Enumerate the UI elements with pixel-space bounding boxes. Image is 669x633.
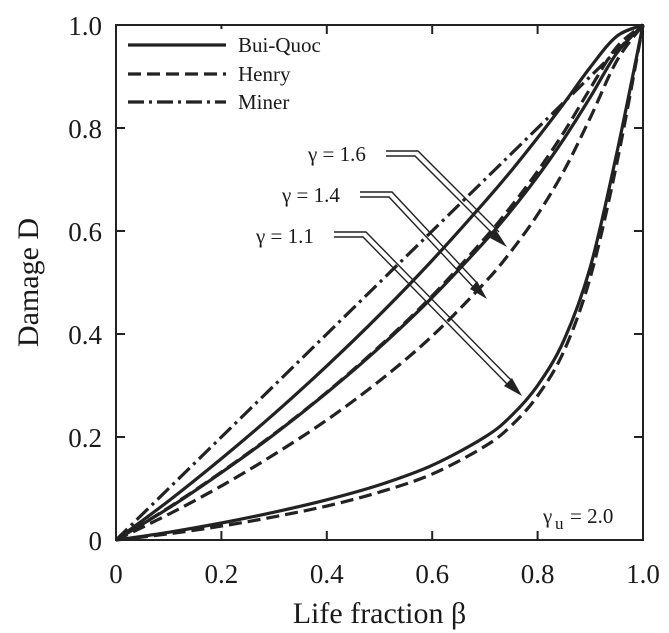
y-tick-label: 0.2 bbox=[68, 423, 102, 453]
gamma-label-1-1: γ = 1.1 bbox=[255, 224, 314, 248]
callout-arrow-1-6 bbox=[386, 150, 507, 247]
plot-frame bbox=[115, 24, 644, 541]
legend-label-1: Bui-Quoc bbox=[238, 33, 321, 57]
y-tick-label: 0 bbox=[89, 526, 103, 556]
legend: Bui-Quoc Henry Miner bbox=[122, 29, 321, 119]
y-tick-label: 0.8 bbox=[68, 114, 102, 144]
gamma-label-1-4: γ = 1.4 bbox=[281, 183, 340, 207]
x-tick-label: 0.4 bbox=[310, 559, 344, 589]
gamma-u-subscript: u bbox=[555, 514, 564, 533]
callout-arrow-1-4 bbox=[360, 191, 487, 299]
x-axis-title: Life fraction β bbox=[293, 597, 467, 630]
legend-label-2: Henry bbox=[238, 62, 291, 86]
series-line-henry-gamma-1-4 bbox=[115, 24, 645, 542]
x-tick-label: 1.0 bbox=[626, 559, 660, 589]
series-line-miner bbox=[114, 23, 645, 542]
callout-arrow-1-1 bbox=[334, 231, 522, 396]
series-line-bui-quoc-gamma-1-1 bbox=[115, 24, 645, 542]
y-axis-title: Damage D bbox=[12, 218, 45, 347]
plot-area: 0 0.2 0.4 0.6 0.8 1.0 0 0.2 0.4 0.6 0.8 1.0 Life fra… bbox=[12, 11, 660, 630]
y-tick-label: 0.6 bbox=[68, 217, 102, 247]
gamma-label-1-6: γ = 1.6 bbox=[307, 142, 366, 166]
series-line-bui-quoc-gamma-1-6 bbox=[115, 23, 644, 542]
gamma-u-symbol: γ bbox=[542, 504, 552, 528]
x-tick-label: 0.8 bbox=[521, 559, 555, 589]
gamma-u-value: = 2.0 bbox=[570, 504, 613, 528]
x-tick-label: 0.2 bbox=[205, 559, 239, 589]
y-tick-label: 0.4 bbox=[68, 320, 102, 350]
series-line-henry-gamma-1-1 bbox=[115, 24, 645, 542]
legend-label-3: Miner bbox=[238, 90, 289, 114]
series-line-bui-quoc-gamma-1-4 bbox=[115, 23, 645, 542]
gamma-u-label: γ u = 2.0 bbox=[542, 504, 613, 533]
y-tick-label: 1.0 bbox=[68, 11, 102, 41]
x-tick-label: 0 bbox=[109, 559, 123, 589]
x-tick-label: 0.6 bbox=[415, 559, 449, 589]
annotations: γ = 1.6 γ = 1.4 γ = 1.1 γ u = 2.0 bbox=[255, 142, 613, 533]
